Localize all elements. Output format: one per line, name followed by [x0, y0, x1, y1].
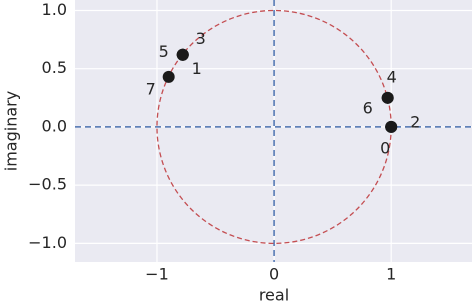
- point-label: 0: [380, 138, 390, 157]
- point: [162, 70, 175, 83]
- point-label: 5: [159, 42, 169, 61]
- y-tick-label: 1.0: [42, 0, 67, 19]
- y-tick-label: −1.0: [28, 233, 67, 252]
- point-label: 4: [387, 67, 397, 86]
- y-tick-label: 0.0: [42, 116, 67, 135]
- point: [381, 91, 394, 104]
- x-tick-label: 1: [386, 265, 396, 284]
- y-tick-label: 0.5: [42, 58, 67, 77]
- x-tick-label: 0: [269, 265, 279, 284]
- x-tick-label: −1: [145, 265, 169, 284]
- x-axis-label: real: [259, 286, 289, 305]
- point-label: 1: [192, 59, 202, 78]
- point: [176, 48, 189, 61]
- y-axis-label: imaginary: [2, 91, 21, 171]
- point: [385, 120, 398, 133]
- point-label: 3: [196, 29, 206, 48]
- point-label: 2: [410, 112, 420, 131]
- point-label: 6: [363, 98, 373, 117]
- y-tick-label: −0.5: [28, 175, 67, 194]
- point-label: 7: [146, 79, 156, 98]
